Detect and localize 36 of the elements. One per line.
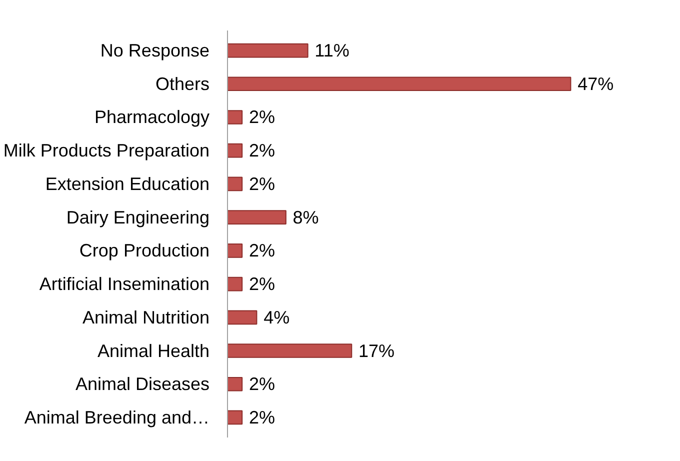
y-tick-label: Milk Products Preparation [3,140,210,161]
data-label: 2% [248,407,275,428]
bar [228,344,352,358]
data-label: 4% [264,307,290,328]
bar [228,410,243,425]
bar [228,76,572,92]
bar [228,43,308,58]
bar [228,310,258,325]
y-tick-label: Animal Nutrition [82,307,210,328]
bar [228,143,243,158]
bar [228,376,243,392]
data-label: 2% [248,374,275,394]
bar [228,276,243,292]
y-tick-label: Animal Health [97,340,210,361]
y-tick-label: Animal Breeding and… [24,407,210,428]
data-label: 11% [314,40,350,61]
bar [228,110,243,124]
y-tick-label: Others [155,74,210,94]
data-label: 2% [248,107,275,128]
bar [228,210,286,224]
y-tick-label: Animal Diseases [75,374,210,394]
data-label: 2% [248,274,275,294]
y-tick-label: Dairy Engineering [66,207,210,228]
data-label: 17% [358,340,395,361]
data-label: 2% [248,140,275,161]
bar [228,176,243,192]
y-tick-label: No Response [100,40,210,61]
bar [228,244,243,258]
data-label: 2% [248,174,275,194]
y-tick-label: Extension Education [45,174,210,194]
y-tick-label: Crop Production [79,240,210,261]
data-label: 2% [248,240,275,261]
y-tick-label: Pharmacology [94,107,210,128]
data-label: 8% [292,207,319,228]
data-label: 47% [578,74,614,94]
y-tick-label: Artificial Insemination [39,274,210,294]
